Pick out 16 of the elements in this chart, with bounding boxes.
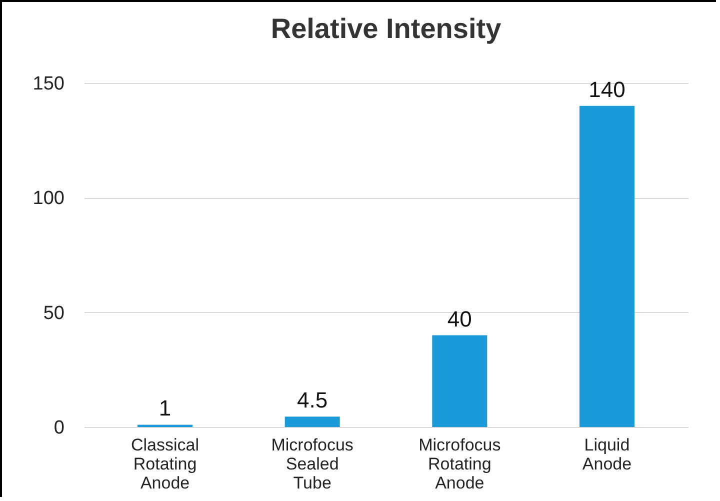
data-label: 140: [588, 76, 626, 102]
x-tick-label: Liquid Anode: [582, 436, 632, 474]
data-label: 4.5: [297, 388, 328, 413]
data-label: 40: [447, 306, 472, 332]
y-tick-label: 0: [54, 418, 64, 438]
bar: [284, 416, 340, 427]
data-label: 1: [158, 396, 172, 421]
bar: [432, 335, 488, 427]
y-tick-label: 100: [32, 188, 64, 210]
y-tick-label: 150: [32, 74, 64, 94]
x-tick-label: Classical Rotating Anode: [131, 436, 200, 492]
y-tick-label: 50: [43, 302, 64, 324]
chart-title: Relative Intensity: [270, 13, 502, 44]
bar: [579, 106, 634, 427]
x-tick-label: Microfocus Rotating Anode: [418, 436, 501, 492]
x-tick-label: Microfocus Sealed Tube: [271, 436, 354, 492]
